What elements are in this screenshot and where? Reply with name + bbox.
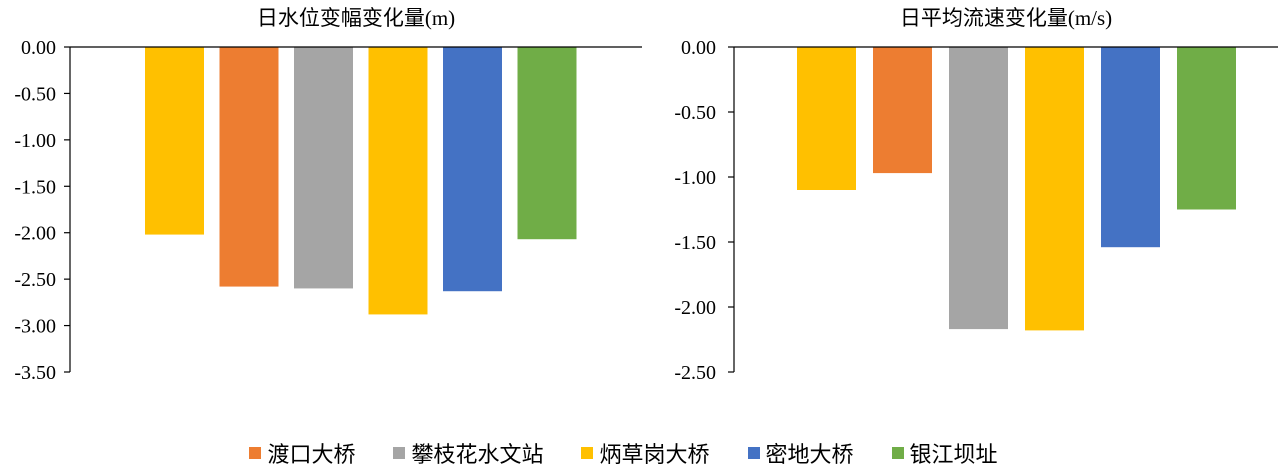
legend-item-panzhihua-station: 攀枝花水文站 (393, 437, 543, 469)
legend-swatch-gray (393, 447, 406, 459)
water-level-y-tick-label-6: -3.00 (14, 316, 56, 338)
legend-swatch-green (891, 447, 904, 459)
flow-velocity-chart-title: 日平均流速变化量(m/s) (900, 6, 1112, 30)
water-level-y-tick-label-0: 0.00 (21, 37, 56, 59)
water-level-y-tick-label-7: -3.50 (14, 362, 56, 384)
water-level-chart-title: 日水位变幅变化量(m) (257, 6, 455, 30)
water-level-bar-0 (145, 47, 204, 235)
flow-velocity-bar-5 (1177, 47, 1236, 210)
chart-canvas: 日水位变幅变化量(m) 0.00 -0.50 -1.00 -1.50 -2.00 -2.50… (14, 6, 1278, 384)
flow-velocity-bar-2 (949, 47, 1008, 330)
flow-velocity-y-tick-label-1: -0.50 (674, 102, 716, 124)
flow-velocity-bar-1 (873, 47, 932, 174)
flow-velocity-bar-3 (1025, 47, 1084, 331)
legend-item-midi-bridge: 密地大桥 (747, 437, 854, 469)
flow-velocity-y-tick-label-2: -1.00 (674, 167, 716, 189)
legend-swatch-yellow (581, 447, 594, 459)
water-level-y-tick-label-2: -1.00 (14, 130, 56, 152)
water-level-y-tick-label-4: -2.00 (14, 223, 56, 245)
water-level-bar-2 (294, 47, 353, 289)
legend-swatch-orange (249, 447, 262, 459)
legend-item-yinjiang-dam: 银江坝址 (891, 437, 998, 469)
water-level-y-tick-label-1: -0.50 (14, 83, 56, 105)
water-level-bar-5 (517, 47, 577, 240)
flow-velocity-bar-4 (1101, 47, 1160, 248)
water-level-bar-3 (368, 47, 428, 315)
legend-label: 渡口大桥 (267, 442, 356, 467)
legend-swatch-blue (747, 447, 760, 459)
flow-velocity-y-tick-label-0: 0.00 (681, 37, 716, 59)
water-level-bar-1 (219, 47, 279, 287)
water-level-y-tick-label-5: -2.50 (14, 269, 56, 291)
flow-velocity-y-tick-label-5: -2.50 (674, 362, 716, 384)
legend-label: 密地大桥 (765, 442, 854, 467)
water-level-bar-4 (443, 47, 502, 292)
legend: 渡口大桥 攀枝花水文站 炳草岗大桥 密地大桥 银江坝址 (0, 437, 1285, 469)
legend-label: 攀枝花水文站 (411, 442, 544, 467)
flow-velocity-y-tick-label-4: -2.00 (674, 297, 716, 319)
flow-velocity-y-tick-label-3: -1.50 (674, 232, 716, 254)
water-level-y-tick-label-3: -1.50 (14, 176, 56, 198)
legend-item-bingcaogang-bridge: 炳草岗大桥 (581, 437, 710, 469)
legend-item-dukou-bridge: 渡口大桥 (249, 437, 355, 469)
legend-label: 炳草岗大桥 (599, 442, 710, 467)
legend-label: 银江坝址 (909, 442, 998, 467)
flow-velocity-bar-0 (797, 47, 856, 190)
